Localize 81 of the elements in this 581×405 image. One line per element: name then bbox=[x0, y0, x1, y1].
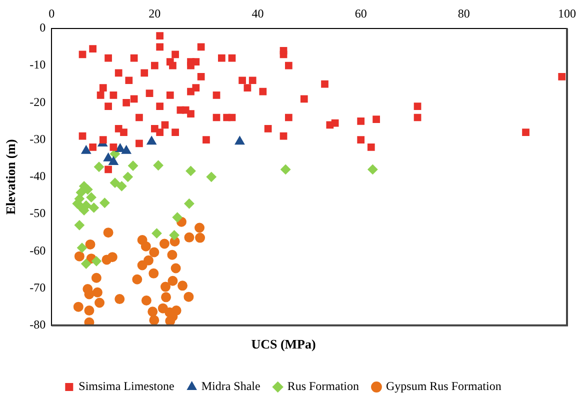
point bbox=[184, 292, 194, 302]
point bbox=[114, 294, 125, 304]
point bbox=[140, 241, 151, 252]
x-tick-label: 60 bbox=[354, 6, 367, 20]
legend-label: Rus Formation bbox=[287, 379, 359, 394]
point bbox=[153, 160, 164, 170]
legend-label: Midra Shale bbox=[201, 379, 260, 394]
point bbox=[161, 292, 172, 302]
point bbox=[84, 317, 94, 326]
point bbox=[165, 316, 176, 326]
point bbox=[146, 136, 156, 145]
point bbox=[194, 222, 205, 233]
x-tick-label: 80 bbox=[458, 6, 470, 20]
point bbox=[170, 263, 181, 274]
point bbox=[184, 232, 194, 242]
legend-label: Simsima Limestone bbox=[78, 379, 174, 394]
point bbox=[148, 268, 159, 278]
y-tick-label: -30 bbox=[30, 132, 46, 146]
x-tick-label: 100 bbox=[558, 6, 576, 20]
point bbox=[159, 238, 170, 249]
point bbox=[77, 242, 88, 253]
point bbox=[92, 287, 102, 298]
point bbox=[81, 258, 92, 269]
point bbox=[74, 220, 84, 230]
x-tick-label: 0 bbox=[48, 6, 55, 20]
point bbox=[84, 306, 94, 316]
point bbox=[234, 136, 245, 145]
point bbox=[122, 145, 132, 154]
point bbox=[149, 315, 160, 326]
point bbox=[368, 164, 378, 174]
y-tick-label: -10 bbox=[30, 58, 46, 72]
point bbox=[206, 172, 216, 182]
point bbox=[91, 256, 102, 266]
point bbox=[152, 228, 162, 238]
point bbox=[141, 296, 152, 306]
y-axis-title: Elevation (m) bbox=[3, 139, 18, 215]
point bbox=[132, 274, 142, 284]
point bbox=[128, 160, 138, 171]
point bbox=[108, 156, 118, 166]
point bbox=[100, 198, 110, 208]
point bbox=[73, 302, 84, 312]
point bbox=[107, 252, 118, 262]
point bbox=[122, 172, 133, 182]
x-axis-title: UCS (MPa) bbox=[251, 336, 316, 352]
point bbox=[160, 282, 170, 292]
point bbox=[81, 200, 92, 210]
point bbox=[167, 250, 178, 260]
point bbox=[195, 232, 206, 243]
point bbox=[86, 192, 96, 202]
point bbox=[137, 260, 148, 270]
y-tick-label: -60 bbox=[30, 243, 46, 258]
point bbox=[186, 166, 196, 176]
point bbox=[81, 145, 91, 154]
y-tick-label: 0 bbox=[40, 20, 46, 35]
point bbox=[172, 212, 182, 222]
point bbox=[169, 230, 180, 240]
point bbox=[168, 276, 178, 286]
point bbox=[116, 181, 127, 192]
y-tick-label: -80 bbox=[30, 318, 46, 332]
point bbox=[88, 202, 99, 213]
point bbox=[103, 228, 114, 238]
point bbox=[280, 164, 291, 174]
y-tick-label: -50 bbox=[30, 206, 46, 220]
y-tick-label: -20 bbox=[30, 94, 46, 109]
point bbox=[91, 272, 102, 283]
y-tick-label: -70 bbox=[30, 280, 46, 294]
y-tick-label: -40 bbox=[30, 169, 46, 184]
x-tick-label: 40 bbox=[252, 6, 264, 20]
point bbox=[103, 152, 114, 162]
legend-label: Gypsum Rus Formation bbox=[386, 379, 502, 394]
x-tick-label: 20 bbox=[148, 6, 161, 20]
point bbox=[184, 198, 194, 209]
point bbox=[85, 239, 96, 250]
point bbox=[149, 247, 160, 258]
point bbox=[74, 251, 84, 262]
point bbox=[110, 178, 120, 188]
point bbox=[94, 298, 105, 308]
point bbox=[84, 289, 94, 300]
point bbox=[148, 306, 158, 317]
point bbox=[94, 162, 104, 172]
point bbox=[178, 280, 188, 291]
